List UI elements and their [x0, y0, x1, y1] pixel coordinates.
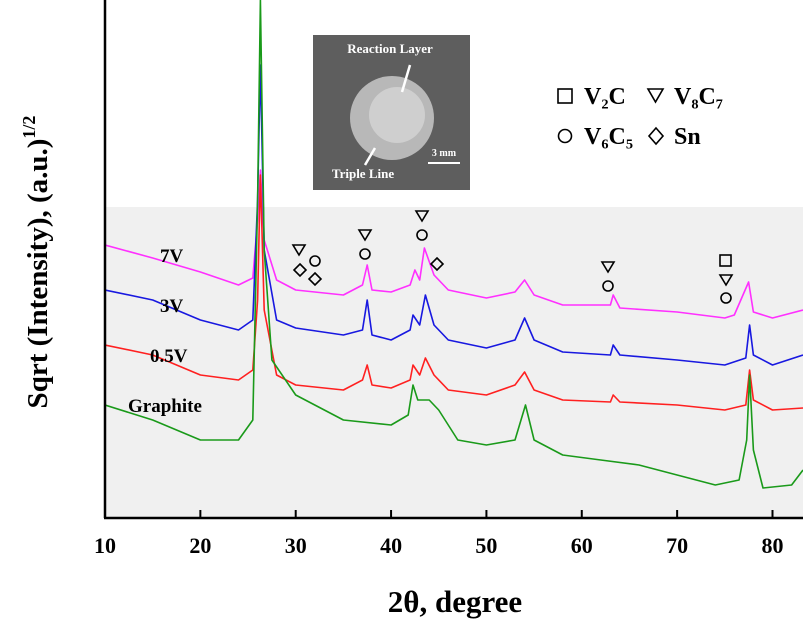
series-label: 3V: [160, 296, 184, 317]
x-tick-label: 20: [189, 533, 211, 558]
inset-label: 3 mm: [432, 148, 457, 159]
y-axis-label-text: Sqrt (Intensity), (a.u.): [22, 139, 54, 409]
x-tick-label: 40: [380, 533, 402, 558]
inset-label: Triple Line: [332, 166, 394, 181]
series-label: 7V: [160, 246, 184, 267]
x-tick-label: 30: [285, 533, 307, 558]
legend-label: V₈C₇: [674, 84, 723, 110]
y-axis-label: Sqrt (Intensity), (a.u.)1/2: [19, 116, 54, 409]
series-label: 0.5V: [150, 346, 188, 367]
legend-label: V₆C₅: [584, 124, 633, 150]
inset-label: Reaction Layer: [347, 41, 433, 56]
x-tick-label: 80: [761, 533, 783, 558]
x-tick-label: 50: [475, 533, 497, 558]
x-axis-label: 2θ, degree: [388, 584, 522, 619]
y-axis-label-sup: 1/2: [19, 116, 39, 139]
x-tick-label: 60: [571, 533, 593, 558]
legend-label: V₂C: [584, 84, 626, 110]
chart: 2θ, degree Sqrt (Intensity), (a.u.)1/2 V…: [0, 0, 803, 625]
x-tick-label: 70: [666, 533, 688, 558]
series-label: Graphite: [128, 396, 202, 417]
inset: Reaction Layer Triple Line 3 mm: [313, 35, 470, 190]
x-tick-label: 10: [94, 533, 116, 558]
legend-label: Sn: [674, 124, 701, 150]
